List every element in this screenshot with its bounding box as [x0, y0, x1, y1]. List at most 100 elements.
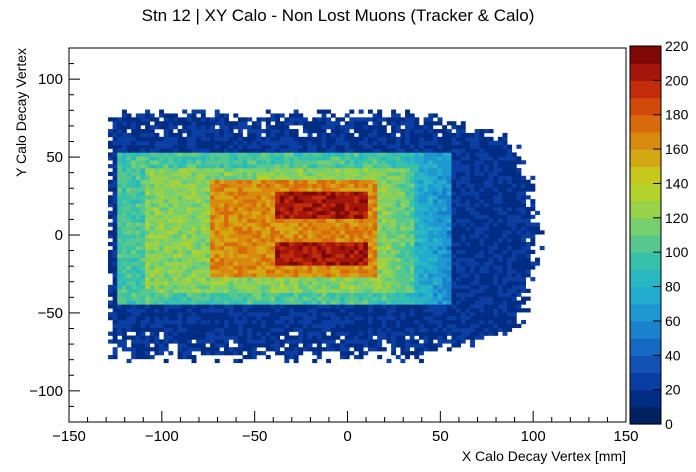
heatmap-cell — [470, 230, 475, 235]
heatmap-cell — [186, 113, 192, 118]
heatmap-cell — [196, 238, 202, 243]
heatmap-cell — [247, 144, 253, 149]
heatmap-cell — [395, 273, 401, 278]
heatmap-cell — [210, 308, 216, 313]
heatmap-cell — [140, 304, 146, 309]
heatmap-cell — [163, 230, 169, 235]
heatmap-cell — [154, 226, 160, 231]
heatmap-cell — [159, 226, 164, 231]
heatmap-cell — [302, 117, 308, 122]
heatmap-cell — [460, 245, 466, 251]
heatmap-cell — [182, 265, 188, 270]
heatmap-cell — [242, 156, 248, 161]
heatmap-cell — [363, 269, 369, 274]
heatmap-cell — [247, 152, 253, 157]
heatmap-cell — [451, 195, 457, 200]
heatmap-cell — [154, 304, 160, 309]
heatmap-cell — [358, 171, 364, 177]
heatmap-cell — [293, 148, 299, 153]
heatmap-cell — [242, 339, 248, 344]
heatmap-cell — [432, 226, 438, 231]
heatmap-cell — [307, 210, 313, 216]
heatmap-cell — [289, 160, 294, 165]
heatmap-cell — [224, 121, 229, 126]
heatmap-cell — [335, 226, 341, 231]
heatmap-cell — [182, 203, 188, 208]
heatmap-cell — [200, 214, 206, 219]
heatmap-cell — [307, 292, 313, 297]
heatmap-cell — [251, 195, 257, 200]
heatmap-cell — [224, 152, 229, 157]
heatmap-cell — [405, 191, 410, 196]
heatmap-cell — [233, 121, 239, 126]
heatmap-cell — [465, 218, 471, 223]
heatmap-cell — [210, 335, 216, 340]
heatmap-cell — [391, 292, 397, 297]
heatmap-cell — [316, 226, 322, 231]
heatmap-cell — [159, 206, 164, 212]
heatmap-cell — [493, 296, 499, 301]
heatmap-cell — [214, 245, 220, 251]
heatmap-cell — [409, 304, 415, 309]
heatmap-cell — [312, 171, 318, 177]
heatmap-cell — [126, 117, 132, 122]
heatmap-cell — [363, 234, 369, 239]
heatmap-cell — [279, 316, 285, 321]
heatmap-cell — [298, 226, 304, 231]
heatmap-cell — [479, 238, 485, 243]
heatmap-cell — [265, 125, 271, 130]
heatmap-cell — [493, 171, 499, 177]
heatmap-cell — [377, 129, 383, 134]
heatmap-cell — [163, 308, 169, 313]
heatmap-cell — [354, 187, 359, 192]
heatmap-cell — [488, 304, 494, 309]
heatmap-cell — [261, 288, 267, 293]
heatmap-cell — [349, 265, 355, 270]
heatmap-cell — [247, 242, 253, 247]
heatmap-cell — [247, 238, 253, 243]
heatmap-cell — [488, 140, 494, 145]
heatmap-cell — [302, 175, 308, 180]
heatmap-cell — [377, 199, 383, 204]
heatmap-cell — [182, 249, 188, 254]
heatmap-cell — [186, 218, 192, 223]
heatmap-cell — [483, 331, 489, 336]
heatmap-cell — [279, 164, 285, 169]
heatmap-cell — [270, 183, 276, 188]
heatmap-cell — [349, 323, 355, 329]
heatmap-cell — [302, 253, 308, 258]
heatmap-cell — [182, 277, 188, 282]
heatmap-cell — [451, 144, 457, 149]
heatmap-cell — [488, 242, 494, 247]
heatmap-cell — [251, 152, 257, 157]
heatmap-cell — [405, 277, 410, 282]
heatmap-cell — [326, 323, 332, 329]
heatmap-cell — [168, 312, 174, 317]
heatmap-cell — [112, 339, 118, 344]
heatmap-cell — [302, 261, 308, 266]
heatmap-cell — [418, 234, 424, 239]
heatmap-cell — [145, 323, 151, 329]
heatmap-cell — [316, 284, 322, 290]
heatmap-cell — [363, 167, 369, 173]
heatmap-cell — [335, 323, 341, 329]
heatmap-cell — [409, 183, 415, 188]
heatmap-cell — [367, 230, 373, 235]
heatmap-cell — [145, 117, 151, 122]
heatmap-cell — [400, 331, 406, 336]
heatmap-cell — [493, 273, 499, 278]
heatmap-cell — [358, 195, 364, 200]
heatmap-cell — [237, 347, 243, 352]
heatmap-cell — [460, 265, 466, 270]
heatmap-cell — [493, 316, 499, 321]
heatmap-cell — [451, 308, 457, 313]
heatmap-cell — [163, 136, 169, 142]
heatmap-cell — [117, 265, 123, 270]
heatmap-cell — [112, 187, 118, 192]
heatmap-cell — [326, 284, 332, 290]
heatmap-cell — [112, 191, 118, 196]
heatmap-cell — [460, 136, 466, 142]
heatmap-cell — [321, 152, 327, 157]
heatmap-cell — [479, 265, 485, 270]
heatmap-cell — [395, 253, 401, 258]
